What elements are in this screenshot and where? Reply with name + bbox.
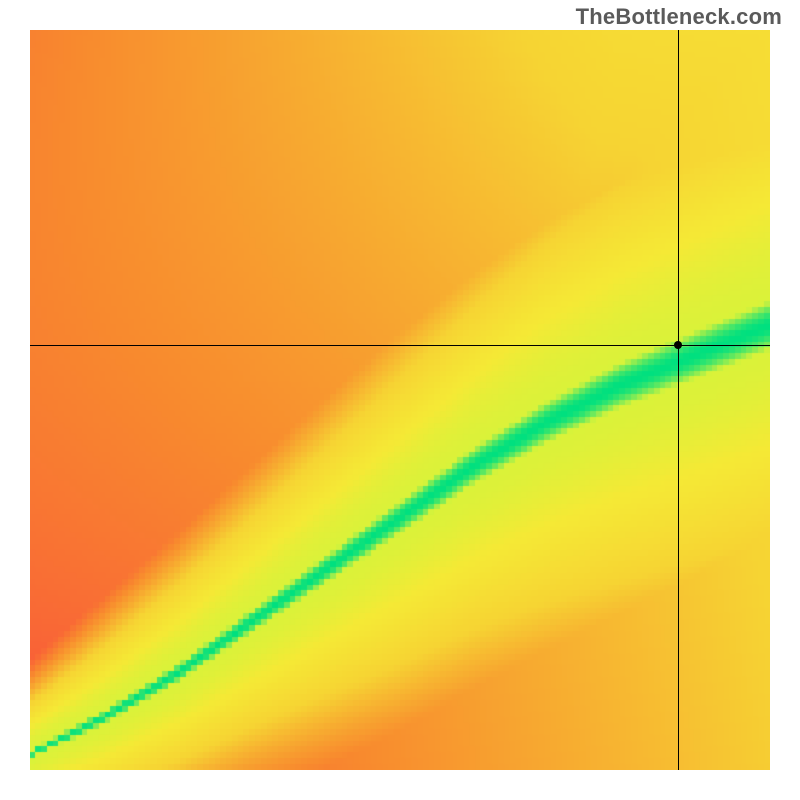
crosshair-vertical (678, 30, 679, 770)
chart-container (30, 30, 770, 770)
heatmap-canvas (30, 30, 770, 770)
crosshair-horizontal (30, 345, 770, 346)
watermark-text: TheBottleneck.com (576, 4, 782, 30)
crosshair-marker-dot (674, 341, 682, 349)
